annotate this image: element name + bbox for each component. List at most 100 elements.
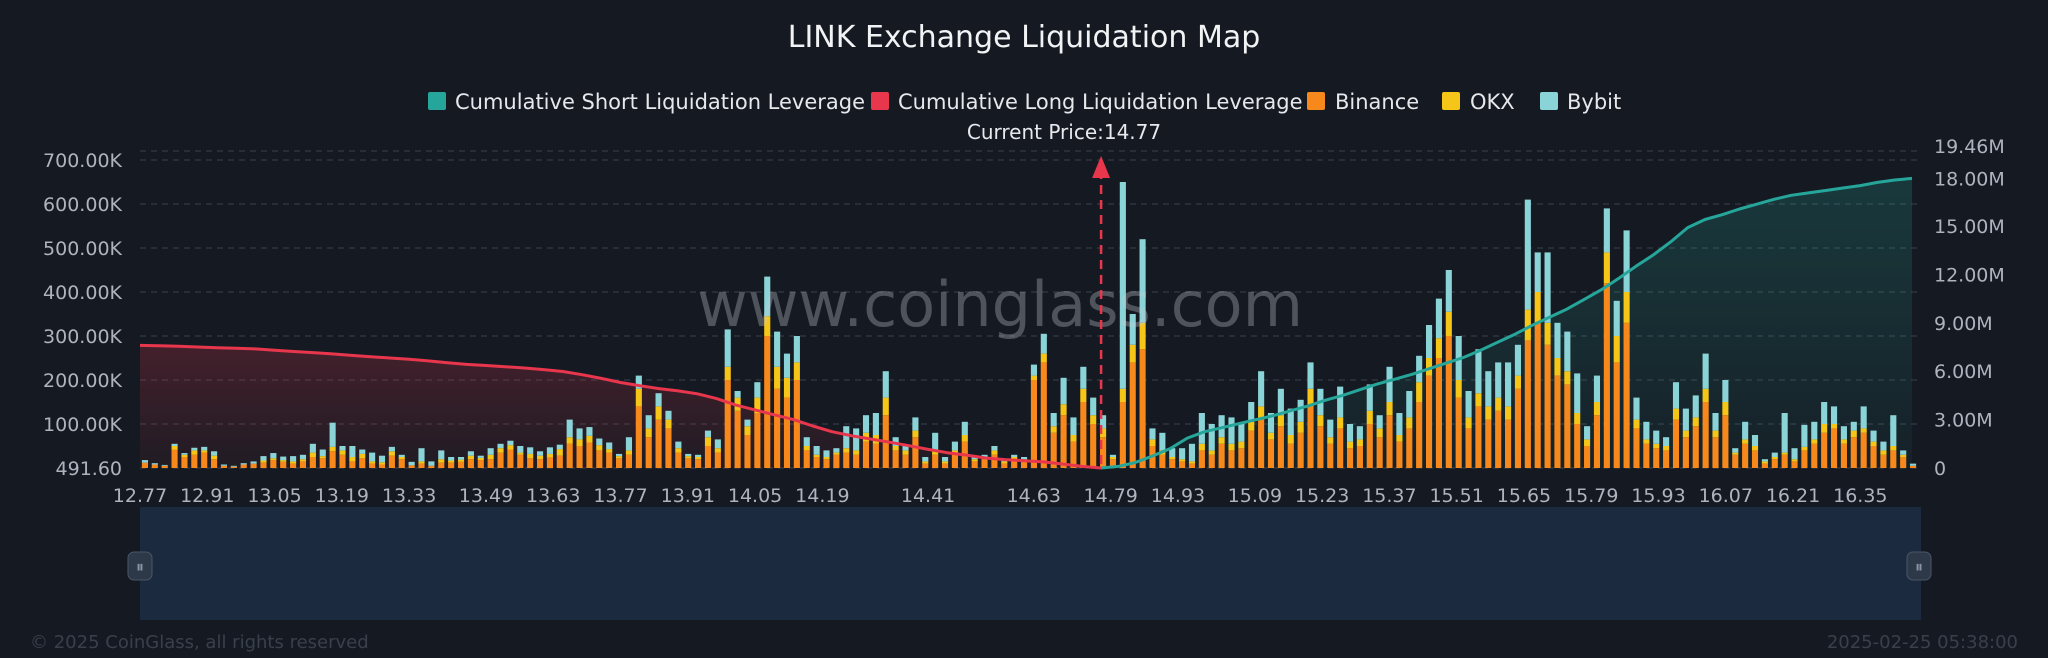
bar-bybit[interactable]: [1287, 408, 1294, 435]
bar-okx[interactable]: [596, 445, 603, 451]
bar-bybit[interactable]: [191, 447, 198, 451]
bar-okx[interactable]: [1337, 417, 1344, 429]
bar-okx[interactable]: [1574, 413, 1581, 424]
bar-binance[interactable]: [744, 435, 751, 468]
bar-okx[interactable]: [497, 448, 504, 453]
cumulative-long-line[interactable]: [139, 343, 1102, 470]
bar-binance[interactable]: [1100, 437, 1107, 468]
bar-binance[interactable]: [1485, 419, 1492, 468]
bar-okx[interactable]: [1356, 439, 1363, 446]
bar-binance[interactable]: [695, 459, 702, 468]
bar-bybit[interactable]: [1742, 421, 1749, 440]
bar-bybit[interactable]: [378, 455, 386, 463]
bar-binance[interactable]: [1801, 450, 1808, 468]
bar-okx[interactable]: [556, 449, 563, 456]
bar-okx[interactable]: [685, 456, 692, 459]
bar-binance[interactable]: [793, 380, 800, 468]
bar-bybit[interactable]: [872, 413, 879, 435]
bar-bybit[interactable]: [1495, 362, 1502, 398]
bar-binance[interactable]: [1554, 375, 1561, 468]
bar-bybit[interactable]: [1524, 199, 1531, 310]
bar-binance[interactable]: [833, 454, 840, 468]
bar-bybit[interactable]: [576, 428, 583, 440]
bar-okx[interactable]: [793, 362, 800, 380]
bar-okx[interactable]: [1653, 443, 1660, 449]
bar-binance[interactable]: [774, 388, 781, 468]
bar-bybit[interactable]: [1613, 300, 1620, 336]
bar-binance[interactable]: [1850, 437, 1857, 468]
bar-okx[interactable]: [1584, 439, 1591, 446]
bar-bybit[interactable]: [823, 450, 830, 457]
bar-bybit[interactable]: [477, 455, 484, 458]
bar-binance[interactable]: [388, 455, 395, 468]
bar-binance[interactable]: [1198, 450, 1205, 468]
bar-binance[interactable]: [418, 463, 425, 468]
bar-bybit[interactable]: [606, 442, 613, 450]
bar-bybit[interactable]: [1534, 252, 1541, 292]
bar-okx[interactable]: [1742, 439, 1749, 444]
bar-binance[interactable]: [1366, 424, 1373, 468]
bar-bybit[interactable]: [1149, 428, 1156, 440]
bar-bybit[interactable]: [290, 456, 297, 462]
bar-binance[interactable]: [477, 460, 484, 468]
bar-okx[interactable]: [1425, 358, 1433, 376]
bar-bybit[interactable]: [1109, 454, 1117, 457]
bar-bybit[interactable]: [250, 461, 257, 464]
bar-binance[interactable]: [1327, 443, 1334, 468]
bar-binance[interactable]: [1356, 446, 1363, 468]
bar-okx[interactable]: [1534, 292, 1541, 323]
bar-binance[interactable]: [813, 457, 820, 468]
bar-okx[interactable]: [1554, 358, 1561, 376]
bar-okx[interactable]: [655, 406, 662, 420]
bar-okx[interactable]: [1781, 452, 1788, 455]
bar-binance[interactable]: [319, 458, 326, 468]
bar-binance[interactable]: [457, 461, 465, 468]
bar-okx[interactable]: [467, 455, 474, 460]
bar-okx[interactable]: [1050, 426, 1057, 433]
bar-bybit[interactable]: [882, 371, 889, 398]
bar-binance[interactable]: [1001, 463, 1008, 468]
bar-binance[interactable]: [853, 454, 860, 468]
bar-okx[interactable]: [1870, 441, 1877, 446]
bar-binance[interactable]: [1524, 340, 1531, 468]
bar-binance[interactable]: [862, 441, 870, 468]
bar-okx[interactable]: [586, 435, 593, 443]
bar-okx[interactable]: [833, 452, 840, 455]
bar-binance[interactable]: [1011, 459, 1018, 468]
bar-okx[interactable]: [843, 448, 850, 453]
bar-bybit[interactable]: [527, 447, 534, 454]
bar-bybit[interactable]: [971, 457, 978, 460]
bar-bybit[interactable]: [941, 457, 949, 462]
bar-binance[interactable]: [734, 410, 741, 468]
zoom-slider-track[interactable]: [140, 507, 1921, 620]
bar-bybit[interactable]: [1514, 344, 1522, 376]
bar-bybit[interactable]: [1406, 391, 1413, 418]
bar-okx[interactable]: [1396, 435, 1403, 442]
bar-okx[interactable]: [1722, 402, 1729, 416]
bar-okx[interactable]: [1514, 375, 1522, 389]
bar-bybit[interactable]: [1643, 421, 1650, 440]
bar-binance[interactable]: [536, 459, 544, 468]
bar-okx[interactable]: [1821, 424, 1828, 433]
bar-okx[interactable]: [378, 462, 386, 465]
bar-binance[interactable]: [941, 463, 949, 468]
bar-okx[interactable]: [290, 461, 297, 464]
bar-okx[interactable]: [280, 460, 287, 462]
bar-binance[interactable]: [171, 449, 178, 468]
bar-bybit[interactable]: [1900, 450, 1907, 455]
bar-binance[interactable]: [1376, 437, 1383, 468]
bar-binance[interactable]: [704, 446, 712, 468]
bar-binance[interactable]: [1396, 441, 1403, 468]
bar-bybit[interactable]: [1850, 421, 1857, 431]
bar-okx[interactable]: [645, 428, 652, 438]
bar-binance[interactable]: [1129, 362, 1136, 468]
bar-binance[interactable]: [764, 336, 771, 468]
bar-okx[interactable]: [319, 456, 326, 459]
bar-okx[interactable]: [398, 457, 405, 460]
legend-item-bybit[interactable]: Bybit: [1540, 90, 1621, 114]
bar-bybit[interactable]: [211, 451, 218, 456]
bar-bybit[interactable]: [1544, 252, 1551, 323]
bar-bybit[interactable]: [1425, 325, 1433, 358]
bar-bybit[interactable]: [1396, 413, 1403, 435]
bar-okx[interactable]: [1238, 441, 1245, 449]
